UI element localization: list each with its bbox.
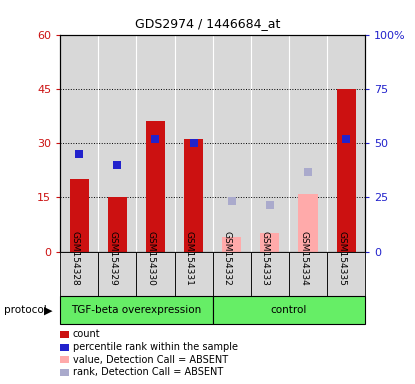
Text: percentile rank within the sample: percentile rank within the sample [73,342,238,352]
Bar [327,252,365,296]
Bar [222,237,241,252]
Bar [137,252,175,296]
Bar [60,252,98,296]
Bar [212,296,365,324]
Bar [327,35,365,252]
Text: GDS2974 / 1446684_at: GDS2974 / 1446684_at [135,17,280,30]
Text: count: count [73,329,100,339]
Bar [184,139,203,252]
Text: GSM154333: GSM154333 [261,231,270,286]
Bar [289,35,327,252]
Bar [98,252,137,296]
Bar [175,252,213,296]
Bar [251,35,289,252]
Bar [175,35,213,252]
Bar [337,89,356,252]
Text: GSM154332: GSM154332 [223,231,232,286]
Bar [146,121,165,252]
Text: GSM154329: GSM154329 [108,231,117,286]
Bar [60,35,98,252]
Text: protocol: protocol [4,305,47,315]
Text: value, Detection Call = ABSENT: value, Detection Call = ABSENT [73,355,228,365]
Text: ▶: ▶ [44,305,52,315]
Bar [108,197,127,252]
Bar [298,194,317,252]
Text: GSM154328: GSM154328 [70,231,79,286]
Bar [251,252,289,296]
Text: TGF-beta overexpression: TGF-beta overexpression [71,305,202,315]
Bar [212,252,251,296]
Text: GSM154334: GSM154334 [299,231,308,286]
Text: GSM154335: GSM154335 [337,231,346,286]
Text: GSM154330: GSM154330 [146,231,156,286]
Bar [70,179,89,252]
Text: control: control [271,305,307,315]
Bar [212,35,251,252]
Text: GSM154331: GSM154331 [185,231,194,286]
Bar [60,296,212,324]
Bar [137,35,175,252]
Text: rank, Detection Call = ABSENT: rank, Detection Call = ABSENT [73,367,223,377]
Bar [289,252,327,296]
Bar [260,233,279,252]
Bar [98,35,137,252]
